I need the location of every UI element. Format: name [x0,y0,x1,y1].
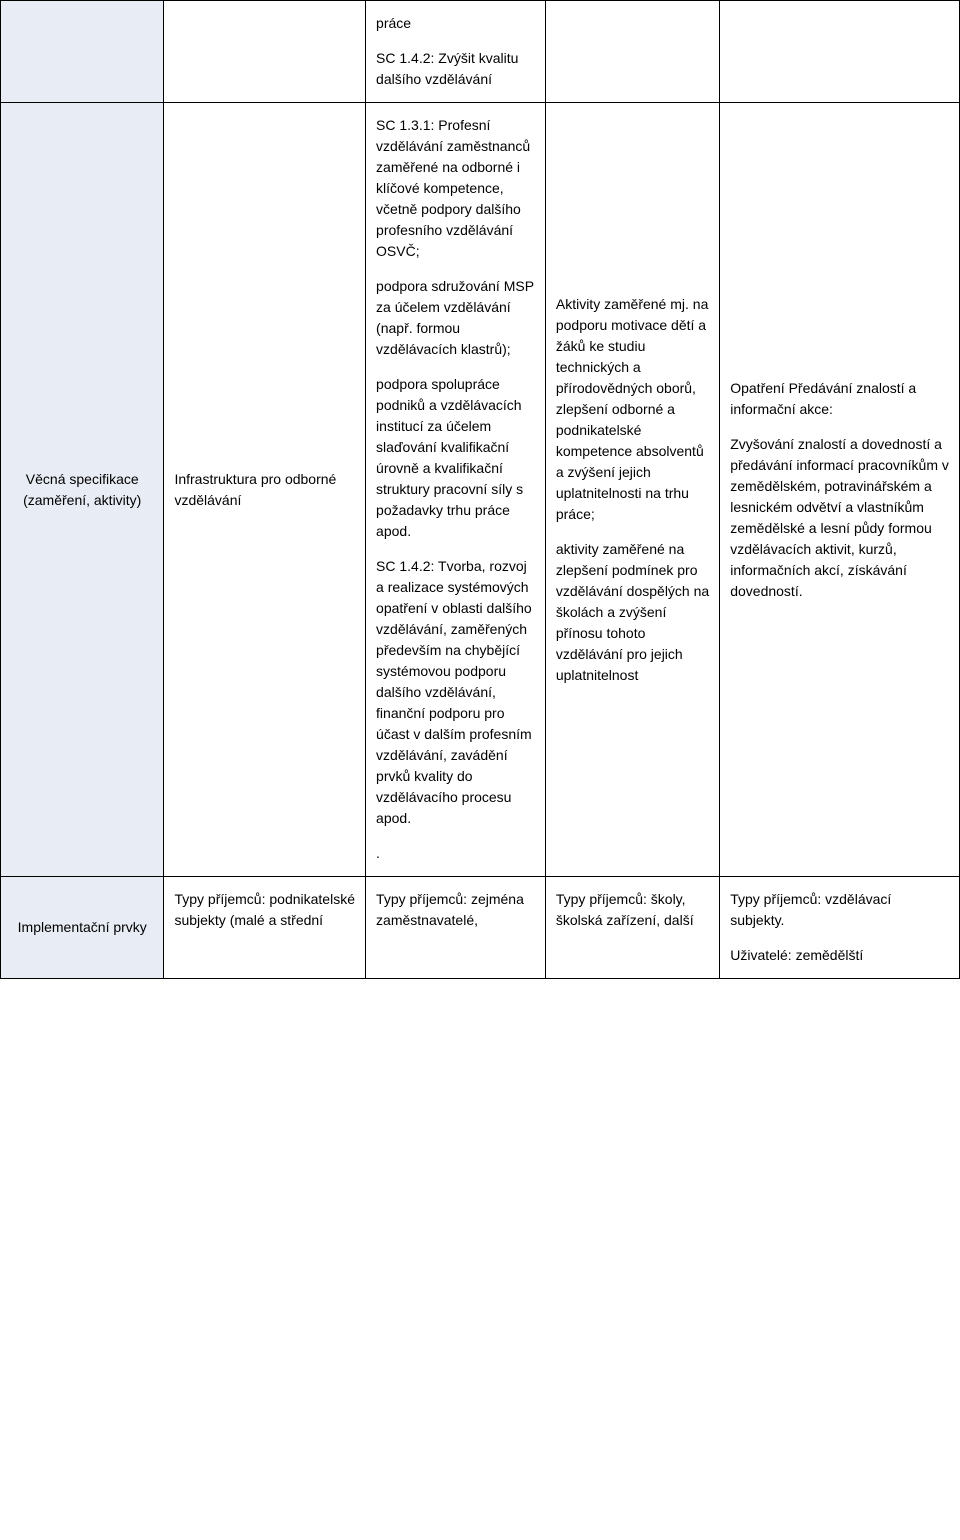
row3-col4-text: Typy příjemců: školy, školská zařízení, … [556,891,694,928]
row2-col5: Opatření Předávání znalostí a informační… [720,103,960,877]
row3-col3: Typy příjemců: zejména zaměstnavatelé, [366,877,546,979]
row1-label-cell [1,1,164,103]
row2-col3-p1: SC 1.3.1: Profesní vzdělávání zaměstnanc… [376,115,535,262]
row1-col3: práce SC 1.4.2: Zvýšit kvalitu dalšího v… [366,1,546,103]
row2-col4: Aktivity zaměřené mj. na podporu motivac… [545,103,719,877]
row2-col3-p3: podpora spolupráce podniků a vzdělávacíc… [376,374,535,542]
specification-table: práce SC 1.4.2: Zvýšit kvalitu dalšího v… [0,0,960,979]
row1-col4 [545,1,719,103]
row3-col3-text: Typy příjemců: zejména zaměstnavatelé, [376,891,524,928]
row3-label: Implementační prvky [18,919,147,935]
row2-label-cell: Věcná specifikace (zaměření, aktivity) [1,103,164,877]
row3-label-cell: Implementační prvky [1,877,164,979]
row3-col5: Typy příjemců: vzdělávací subjekty. Uživ… [720,877,960,979]
row1-col3-p2: SC 1.4.2: Zvýšit kvalitu dalšího vzděláv… [376,48,535,90]
table-row: Implementační prvky Typy příjemců: podni… [1,877,960,979]
row2-col3-p4: SC 1.4.2: Tvorba, rozvoj a realizace sys… [376,556,535,829]
row2-col3: SC 1.3.1: Profesní vzdělávání zaměstnanc… [366,103,546,877]
row2-col4-p1: Aktivity zaměřené mj. na podporu motivac… [556,294,709,525]
table-row: práce SC 1.4.2: Zvýšit kvalitu dalšího v… [1,1,960,103]
row2-col5-p1: Opatření Předávání znalostí a informační… [730,378,949,420]
row2-col4-p2: aktivity zaměřené na zlepšení podmínek p… [556,539,709,686]
row1-col3-p1: práce [376,13,535,34]
row1-col5 [720,1,960,103]
row2-col2: Infrastruktura pro odborné vzdělávání [164,103,366,877]
row2-col3-p2: podpora sdružování MSP za účelem vzděláv… [376,276,535,360]
row3-col4: Typy příjemců: školy, školská zařízení, … [545,877,719,979]
row1-col2 [164,1,366,103]
row2-col5-p2: Zvyšování znalostí a dovedností a předáv… [730,434,949,602]
row2-col3-p5: . [376,843,535,864]
table-row: Věcná specifikace (zaměření, aktivity) I… [1,103,960,877]
row2-label: Věcná specifikace (zaměření, aktivity) [23,471,141,508]
row2-col2-text: Infrastruktura pro odborné vzdělávání [174,471,336,508]
row3-col5-p2: Uživatelé: zemědělští [730,945,949,966]
row3-col5-p1: Typy příjemců: vzdělávací subjekty. [730,889,949,931]
row3-col2-text: Typy příjemců: podnikatelské subjekty (m… [174,891,355,928]
row3-col2: Typy příjemců: podnikatelské subjekty (m… [164,877,366,979]
